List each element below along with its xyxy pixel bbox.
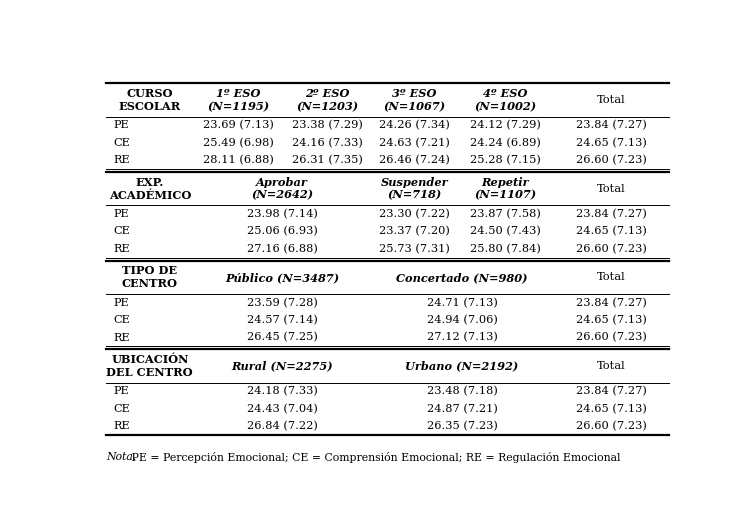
- Text: Nota.: Nota.: [106, 452, 137, 462]
- Text: 26.84 (7.22): 26.84 (7.22): [246, 421, 318, 431]
- Text: 23.98 (7.14): 23.98 (7.14): [246, 209, 318, 219]
- Text: 23.38 (7.29): 23.38 (7.29): [292, 120, 362, 130]
- Text: UBICACIÓN
DEL CENTRO: UBICACIÓN DEL CENTRO: [107, 354, 193, 378]
- Text: EXP.
ACADÉMICO: EXP. ACADÉMICO: [109, 177, 191, 200]
- Text: Total: Total: [596, 361, 625, 371]
- Text: 2º ESO
(N=1203): 2º ESO (N=1203): [296, 88, 358, 112]
- Text: 24.16 (7.33): 24.16 (7.33): [292, 138, 362, 148]
- Text: Total: Total: [596, 272, 625, 282]
- Text: TIPO DE
CENTRO: TIPO DE CENTRO: [122, 266, 178, 289]
- Text: Suspender
(N=718): Suspender (N=718): [380, 177, 448, 200]
- Text: RE: RE: [113, 332, 130, 342]
- Text: Urbano (N=2192): Urbano (N=2192): [405, 361, 519, 371]
- Text: 24.65 (7.13): 24.65 (7.13): [575, 226, 646, 237]
- Text: 26.46 (7.24): 26.46 (7.24): [379, 155, 450, 165]
- Text: RE: RE: [113, 155, 130, 165]
- Text: 26.60 (7.23): 26.60 (7.23): [575, 421, 646, 431]
- Text: 28.11 (6.88): 28.11 (6.88): [203, 155, 274, 165]
- Text: 24.65 (7.13): 24.65 (7.13): [575, 403, 646, 414]
- Text: 23.84 (7.27): 23.84 (7.27): [575, 386, 646, 397]
- Text: Total: Total: [596, 95, 625, 105]
- Text: 23.48 (7.18): 23.48 (7.18): [426, 386, 497, 397]
- Text: 24.50 (7.43): 24.50 (7.43): [470, 226, 541, 237]
- Text: 24.12 (7.29): 24.12 (7.29): [470, 120, 541, 130]
- Text: 24.26 (7.34): 24.26 (7.34): [379, 120, 450, 130]
- Text: 23.87 (7.58): 23.87 (7.58): [470, 209, 541, 219]
- Text: Concertado (N=980): Concertado (N=980): [396, 272, 528, 283]
- Text: 26.60 (7.23): 26.60 (7.23): [575, 244, 646, 254]
- Text: 23.84 (7.27): 23.84 (7.27): [575, 209, 646, 219]
- Text: 25.73 (7.31): 25.73 (7.31): [379, 244, 450, 254]
- Text: 26.60 (7.23): 26.60 (7.23): [575, 155, 646, 165]
- Text: 25.28 (7.15): 25.28 (7.15): [470, 155, 541, 165]
- Text: 24.94 (7.06): 24.94 (7.06): [426, 315, 497, 325]
- Text: CE: CE: [113, 315, 130, 325]
- Text: PE: PE: [113, 387, 129, 397]
- Text: Aprobar
(N=2642): Aprobar (N=2642): [251, 177, 313, 200]
- Text: 25.80 (7.84): 25.80 (7.84): [470, 244, 541, 254]
- Text: 24.63 (7.21): 24.63 (7.21): [379, 138, 450, 148]
- Text: 24.65 (7.13): 24.65 (7.13): [575, 138, 646, 148]
- Text: Total: Total: [596, 184, 625, 194]
- Text: 24.18 (7.33): 24.18 (7.33): [246, 386, 318, 397]
- Text: CE: CE: [113, 226, 130, 236]
- Text: 23.84 (7.27): 23.84 (7.27): [575, 298, 646, 308]
- Text: PE: PE: [113, 120, 129, 130]
- Text: CURSO
ESCOLAR: CURSO ESCOLAR: [119, 88, 181, 112]
- Text: PE = Percepción Emocional; CE = Comprensión Emocional; RE = Regulación Emocional: PE = Percepción Emocional; CE = Comprens…: [129, 452, 621, 463]
- Text: Rural (N=2275): Rural (N=2275): [231, 361, 333, 371]
- Text: 24.71 (7.13): 24.71 (7.13): [426, 298, 497, 308]
- Text: 25.06 (6.93): 25.06 (6.93): [246, 226, 318, 237]
- Text: 1º ESO
(N=1195): 1º ESO (N=1195): [207, 88, 269, 112]
- Text: 26.45 (7.25): 26.45 (7.25): [246, 332, 318, 342]
- Text: Público (N=3487): Público (N=3487): [225, 272, 339, 283]
- Text: 23.59 (7.28): 23.59 (7.28): [246, 298, 318, 308]
- Text: 23.69 (7.13): 23.69 (7.13): [203, 120, 274, 130]
- Text: 23.30 (7.22): 23.30 (7.22): [379, 209, 450, 219]
- Text: 24.43 (7.04): 24.43 (7.04): [246, 403, 318, 414]
- Text: 3º ESO
(N=1067): 3º ESO (N=1067): [383, 88, 445, 112]
- Text: PE: PE: [113, 209, 129, 219]
- Text: CE: CE: [113, 404, 130, 414]
- Text: 24.65 (7.13): 24.65 (7.13): [575, 315, 646, 325]
- Text: RE: RE: [113, 421, 130, 431]
- Text: 24.57 (7.14): 24.57 (7.14): [246, 315, 318, 325]
- Text: 26.60 (7.23): 26.60 (7.23): [575, 332, 646, 342]
- Text: 25.49 (6.98): 25.49 (6.98): [203, 138, 274, 148]
- Text: RE: RE: [113, 244, 130, 254]
- Text: 4º ESO
(N=1002): 4º ESO (N=1002): [475, 88, 537, 112]
- Text: 26.31 (7.35): 26.31 (7.35): [292, 155, 362, 165]
- Text: 26.35 (7.23): 26.35 (7.23): [426, 421, 497, 431]
- Text: Repetir
(N=1107): Repetir (N=1107): [475, 177, 537, 200]
- Text: CE: CE: [113, 138, 130, 148]
- Text: 27.16 (6.88): 27.16 (6.88): [246, 244, 318, 254]
- Text: 24.87 (7.21): 24.87 (7.21): [426, 403, 497, 414]
- Text: 23.37 (7.20): 23.37 (7.20): [379, 226, 450, 237]
- Text: 23.84 (7.27): 23.84 (7.27): [575, 120, 646, 130]
- Text: PE: PE: [113, 298, 129, 308]
- Text: 27.12 (7.13): 27.12 (7.13): [426, 332, 497, 342]
- Text: 24.24 (6.89): 24.24 (6.89): [470, 138, 541, 148]
